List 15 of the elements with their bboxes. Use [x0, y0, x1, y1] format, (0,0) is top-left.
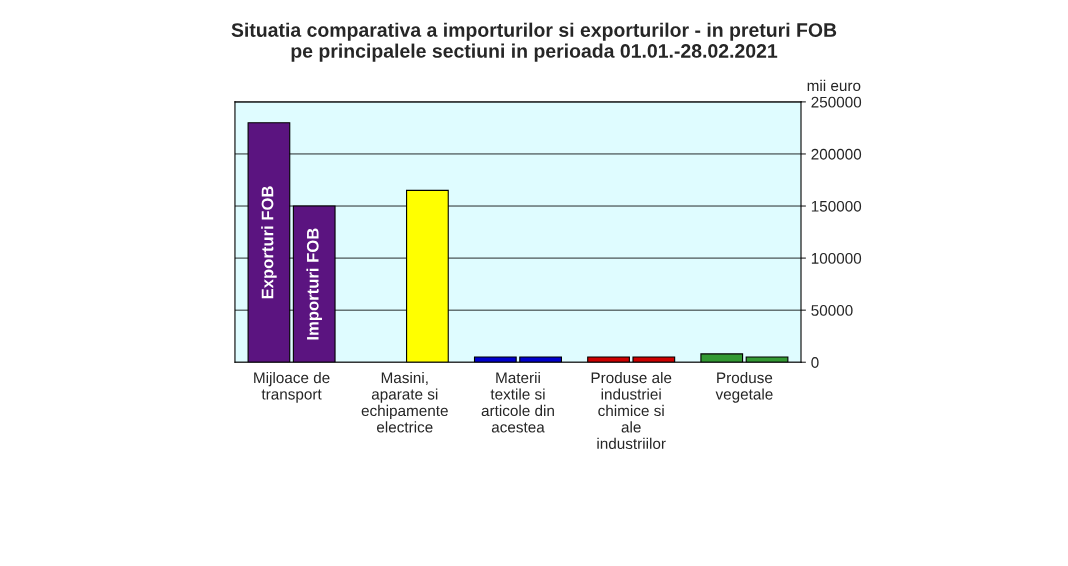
- x-tick-label: Produse vegetale: [715, 371, 773, 403]
- y-tick-label: 150000: [811, 200, 862, 212]
- y-tick-label: 0: [811, 357, 819, 368]
- chart-title: Situatia comparativa a importurilor si exporturilor - in preturi FOB pe principalele sectiuni in perioada 01.01.-28.02.2021: [231, 22, 837, 62]
- y-axis-title: mii euro: [807, 79, 861, 92]
- y-tick-label: 100000: [811, 252, 862, 264]
- y-tick-label: 200000: [811, 148, 862, 160]
- x-tick-label: Produse ale industriei chimice si ale industriilor: [591, 371, 672, 450]
- y-tick-label: 50000: [811, 305, 853, 316]
- series-label: Exporturi FOB: [261, 186, 277, 299]
- x-tick-label: Masini, aparate si echipamente electrice: [361, 371, 448, 433]
- x-tick-label: Mijloace de transport: [254, 371, 330, 403]
- series-label: Importuri FOB: [306, 228, 322, 340]
- x-tick-label: Materii textile si articole din acestea: [481, 371, 554, 433]
- y-tick-label: 250000: [811, 96, 862, 108]
